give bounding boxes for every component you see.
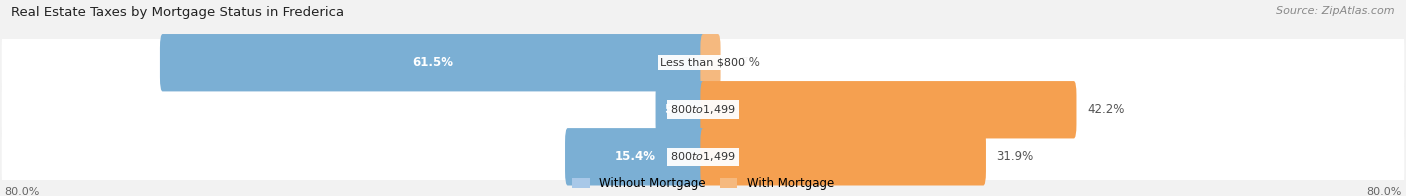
Text: 80.0%: 80.0%: [1367, 187, 1402, 196]
Text: 15.4%: 15.4%: [614, 150, 655, 163]
Text: 5.1%: 5.1%: [664, 103, 697, 116]
FancyBboxPatch shape: [1, 79, 1405, 141]
FancyBboxPatch shape: [700, 128, 986, 185]
Text: 42.2%: 42.2%: [1087, 103, 1125, 116]
Text: 61.5%: 61.5%: [412, 56, 453, 69]
Text: Less than $800: Less than $800: [661, 58, 745, 68]
Legend: Without Mortgage, With Mortgage: Without Mortgage, With Mortgage: [572, 177, 834, 190]
Text: 80.0%: 80.0%: [4, 187, 39, 196]
Text: 1.7%: 1.7%: [731, 56, 761, 69]
FancyBboxPatch shape: [700, 34, 721, 91]
Text: 31.9%: 31.9%: [997, 150, 1033, 163]
FancyBboxPatch shape: [1, 126, 1405, 188]
FancyBboxPatch shape: [1, 32, 1405, 94]
Text: $800 to $1,499: $800 to $1,499: [671, 103, 735, 116]
Text: Source: ZipAtlas.com: Source: ZipAtlas.com: [1277, 6, 1395, 16]
Text: $800 to $1,499: $800 to $1,499: [671, 150, 735, 163]
FancyBboxPatch shape: [160, 34, 706, 91]
Text: Real Estate Taxes by Mortgage Status in Frederica: Real Estate Taxes by Mortgage Status in …: [11, 6, 344, 19]
FancyBboxPatch shape: [700, 81, 1077, 138]
FancyBboxPatch shape: [565, 128, 706, 185]
FancyBboxPatch shape: [655, 81, 706, 138]
